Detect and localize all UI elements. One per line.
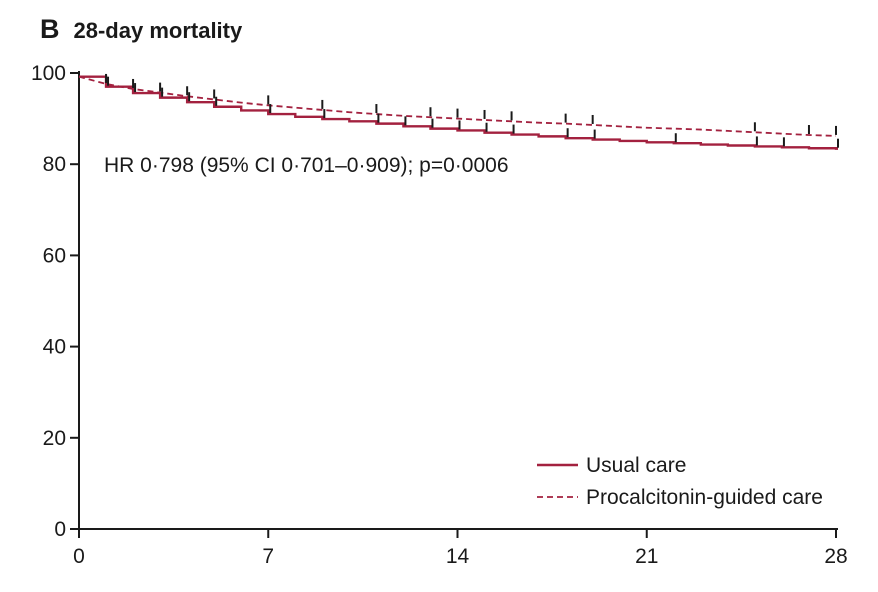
chart-title: 28-day mortality bbox=[73, 18, 243, 43]
y-tick-label: 100 bbox=[31, 62, 66, 85]
legend-label-usual-care: Usual care bbox=[586, 454, 686, 477]
y-tick-label: 0 bbox=[54, 518, 66, 541]
legend-label-procalcitonin-guided-care: Procalcitonin-guided care bbox=[586, 486, 823, 509]
y-tick-label: 20 bbox=[43, 427, 66, 450]
legend: Usual care Procalcitonin-guided care bbox=[537, 454, 823, 509]
x-tick-label: 28 bbox=[824, 545, 847, 568]
y-tick-label: 40 bbox=[43, 336, 66, 359]
x-tick-label: 7 bbox=[262, 545, 274, 568]
y-tick-label: 60 bbox=[43, 244, 66, 267]
y-tick-label: 80 bbox=[43, 153, 66, 176]
hazard-ratio-annotation: HR 0·798 (95% CI 0·701–0·909); p=0·0006 bbox=[104, 154, 509, 177]
panel-header: B 28-day mortality bbox=[40, 14, 242, 45]
panel-letter: B bbox=[40, 14, 60, 44]
censor-layer bbox=[105, 73, 839, 148]
axes: 0 20 40 60 80 100 0 7 14 21 28 bbox=[31, 62, 848, 568]
x-tick-label: 0 bbox=[73, 545, 85, 568]
series-line-usual-care bbox=[79, 75, 838, 150]
series-line-procalcitonin-guided-care bbox=[78, 75, 837, 137]
series-layer bbox=[78, 75, 838, 150]
x-tick-label: 14 bbox=[446, 545, 470, 568]
x-tick-label: 21 bbox=[635, 545, 658, 568]
